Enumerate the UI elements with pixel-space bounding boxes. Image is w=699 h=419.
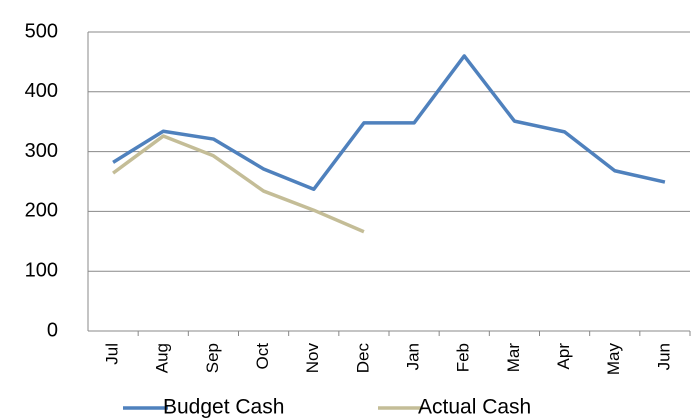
y-tick-label: 500 xyxy=(25,20,58,42)
y-tick-label: 200 xyxy=(25,200,58,222)
x-tick-label: Aug xyxy=(153,343,172,373)
data-line xyxy=(112,134,365,234)
legend-label: Actual Cash xyxy=(418,396,531,419)
x-tick-label: May xyxy=(604,343,623,376)
y-tick-label: 100 xyxy=(25,259,58,281)
x-tick-label: Mar xyxy=(504,343,523,373)
x-tick-label: Feb xyxy=(454,343,473,372)
x-tick-label: Jan xyxy=(404,343,423,370)
x-tick-label: Sep xyxy=(203,343,222,373)
data-line xyxy=(112,54,666,192)
y-tick-label: 0 xyxy=(47,319,58,341)
legend-label: Budget Cash xyxy=(163,396,284,419)
y-tick-label: 400 xyxy=(25,80,58,102)
y-tick-label: 300 xyxy=(25,140,58,162)
x-tick-label: Jun xyxy=(654,343,673,370)
x-tick-label: Dec xyxy=(353,343,372,374)
x-tick-label: Oct xyxy=(253,343,272,370)
x-tick-label: Apr xyxy=(554,343,573,370)
x-tick-label: Nov xyxy=(303,343,322,374)
x-tick-label: Jul xyxy=(103,343,122,365)
